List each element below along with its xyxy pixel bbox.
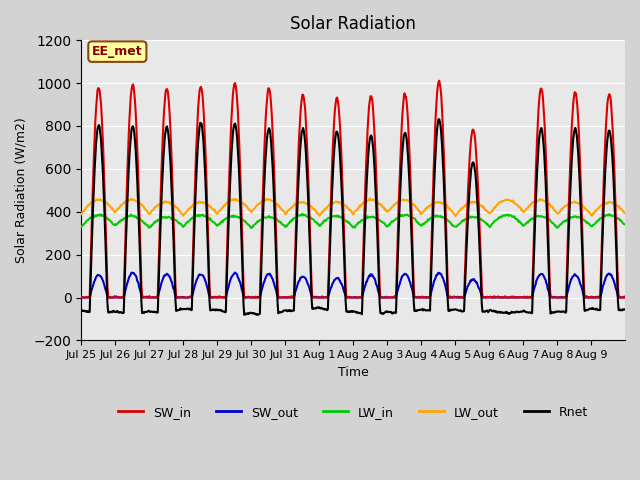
Rnet	[410, 298, 417, 304]
Rnet	[441, 208, 449, 214]
LW_in	[269, 215, 276, 220]
SW_in	[77, 294, 85, 300]
Rnet	[141, 309, 149, 315]
LW_out	[452, 213, 460, 219]
LW_out	[289, 204, 296, 210]
LW_out	[410, 202, 417, 207]
X-axis label: Time: Time	[338, 366, 369, 379]
Text: EE_met: EE_met	[92, 45, 143, 58]
Rnet	[242, 312, 250, 317]
Line: LW_in: LW_in	[81, 214, 625, 228]
LW_in	[241, 218, 249, 224]
SW_in	[435, 78, 443, 84]
SW_in	[410, 284, 417, 289]
LW_out	[141, 205, 149, 211]
LW_out	[621, 210, 629, 216]
Y-axis label: Solar Radiation (W/m2): Solar Radiation (W/m2)	[15, 118, 28, 263]
Rnet	[435, 116, 442, 122]
LW_in	[621, 221, 629, 227]
LW_in	[77, 224, 85, 230]
LW_in	[248, 225, 255, 231]
Legend: SW_in, SW_out, LW_in, LW_out, Rnet: SW_in, SW_out, LW_in, LW_out, Rnet	[113, 401, 593, 424]
SW_out	[410, 294, 417, 300]
LW_in	[441, 216, 449, 221]
SW_in	[269, 129, 276, 134]
SW_in	[142, 294, 150, 300]
LW_out	[268, 198, 276, 204]
SW_out	[231, 270, 239, 276]
SW_in	[289, 295, 297, 300]
SW_out	[269, 276, 276, 282]
SW_in	[78, 295, 86, 300]
LW_out	[77, 211, 85, 217]
SW_in	[441, 183, 449, 189]
LW_out	[366, 195, 374, 201]
LW_in	[141, 220, 149, 226]
Rnet	[77, 308, 85, 313]
Line: SW_in: SW_in	[81, 81, 625, 298]
SW_out	[141, 295, 149, 300]
LW_in	[411, 216, 419, 221]
LW_in	[298, 211, 306, 216]
SW_out	[621, 294, 629, 300]
Line: LW_out: LW_out	[81, 198, 625, 216]
Rnet	[289, 308, 297, 313]
SW_in	[242, 294, 250, 300]
SW_in	[621, 295, 629, 300]
SW_out	[242, 294, 250, 300]
Line: SW_out: SW_out	[81, 273, 625, 298]
LW_out	[241, 202, 249, 207]
Title: Solar Radiation: Solar Radiation	[290, 15, 416, 33]
LW_in	[289, 216, 297, 221]
Line: Rnet: Rnet	[81, 119, 625, 315]
Rnet	[241, 312, 248, 318]
Rnet	[269, 164, 276, 169]
SW_out	[289, 295, 297, 300]
SW_out	[77, 295, 85, 300]
Rnet	[621, 307, 629, 312]
SW_out	[440, 279, 448, 285]
LW_out	[440, 201, 448, 206]
